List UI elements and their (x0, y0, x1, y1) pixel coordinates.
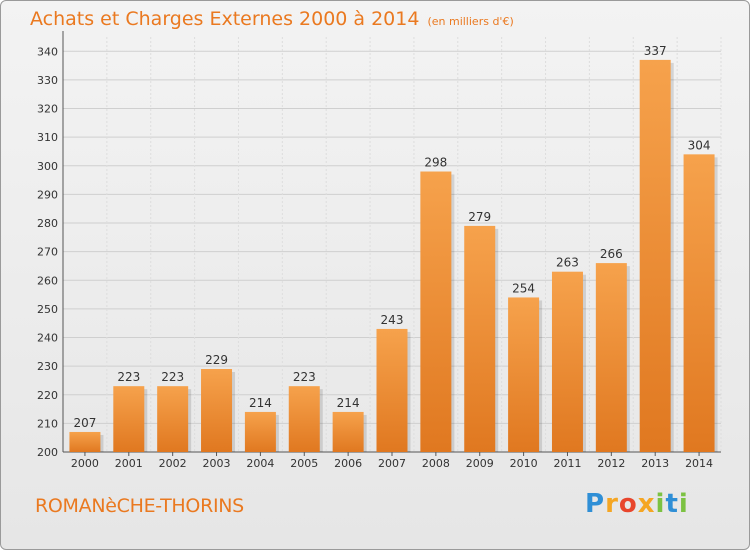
logo-letter: r (605, 489, 619, 519)
x-tick-label: 2005 (290, 457, 318, 470)
x-tick-label: 2006 (334, 457, 362, 470)
x-tick-label: 2007 (378, 457, 406, 470)
y-tick-label: 200 (37, 446, 58, 459)
proxiti-logo: Proxiti (585, 489, 689, 519)
bar (683, 154, 715, 452)
bar (376, 328, 408, 452)
y-tick-label: 290 (37, 188, 58, 201)
y-tick-label: 250 (37, 303, 58, 316)
value-labels: 207 223 223 229 214 223 214 243 298 279 254 263 266 3… (73, 44, 710, 430)
y-tick-label: 320 (37, 103, 58, 116)
logo-letter: o (618, 489, 638, 519)
x-tick-label: 2009 (466, 457, 494, 470)
chart-title-block: Achats et Charges Externes 2000 à 2014 (e… (30, 8, 514, 30)
y-tick-label: 240 (37, 332, 58, 345)
bar (113, 386, 145, 452)
value-label: 223 (161, 370, 184, 384)
bar (157, 386, 189, 452)
value-label: 263 (556, 256, 579, 270)
bar (244, 411, 276, 452)
value-label: 214 (337, 396, 360, 410)
value-label: 337 (644, 44, 667, 58)
y-tick-label: 260 (37, 274, 58, 287)
commune-name: ROMANèCHE-THORINS (35, 495, 244, 517)
value-label: 223 (117, 370, 140, 384)
bar (201, 369, 233, 452)
logo-letter: i (678, 489, 689, 519)
chart-unit: (en milliers d'€) (427, 15, 514, 28)
x-tick-label: 2001 (115, 457, 143, 470)
bar (288, 386, 320, 452)
bar (551, 271, 583, 452)
value-label: 298 (424, 156, 447, 170)
y-tick-label: 330 (37, 74, 58, 87)
bar (420, 171, 452, 452)
logo-letter: t (665, 489, 679, 519)
value-label: 304 (688, 138, 711, 152)
value-label: 254 (512, 281, 535, 295)
bar (639, 59, 671, 453)
chart-title: Achats et Charges Externes 2000 à 2014 (30, 8, 420, 30)
value-label: 214 (249, 396, 272, 410)
y-tick-label: 220 (37, 389, 58, 402)
value-label: 243 (381, 313, 404, 327)
x-tick-label: 2000 (71, 457, 99, 470)
x-tick-label: 2012 (597, 457, 625, 470)
x-tick-label: 2010 (510, 457, 538, 470)
bar (332, 411, 364, 452)
x-tick-label: 2004 (246, 457, 274, 470)
y-tick-label: 340 (37, 45, 58, 58)
logo-letter: P (585, 489, 606, 519)
logo-letter: x (637, 489, 656, 519)
y-tick-label: 270 (37, 246, 58, 259)
value-label: 266 (600, 247, 623, 261)
bars (69, 59, 718, 453)
logo-letter: i (655, 489, 666, 519)
bar (464, 225, 496, 452)
bar (69, 431, 101, 452)
y-tick-label: 280 (37, 217, 58, 230)
bar (595, 263, 627, 452)
x-tick-label: 2013 (641, 457, 669, 470)
y-tick-label: 310 (37, 131, 58, 144)
y-tick-label: 230 (37, 360, 58, 373)
axes: 200 210 220 230 240 250 260 270 280 290 300 310 320 3… (37, 31, 721, 470)
x-tick-label: 2002 (159, 457, 187, 470)
x-tick-label: 2014 (685, 457, 713, 470)
bar (508, 297, 540, 452)
value-label: 223 (293, 370, 316, 384)
value-label: 207 (73, 416, 96, 430)
x-tick-label: 2003 (203, 457, 231, 470)
value-label: 279 (468, 210, 491, 224)
y-tick-label: 210 (37, 417, 58, 430)
y-tick-label: 300 (37, 160, 58, 173)
x-tick-label: 2008 (422, 457, 450, 470)
x-tick-label: 2011 (553, 457, 581, 470)
value-label: 229 (205, 353, 228, 367)
